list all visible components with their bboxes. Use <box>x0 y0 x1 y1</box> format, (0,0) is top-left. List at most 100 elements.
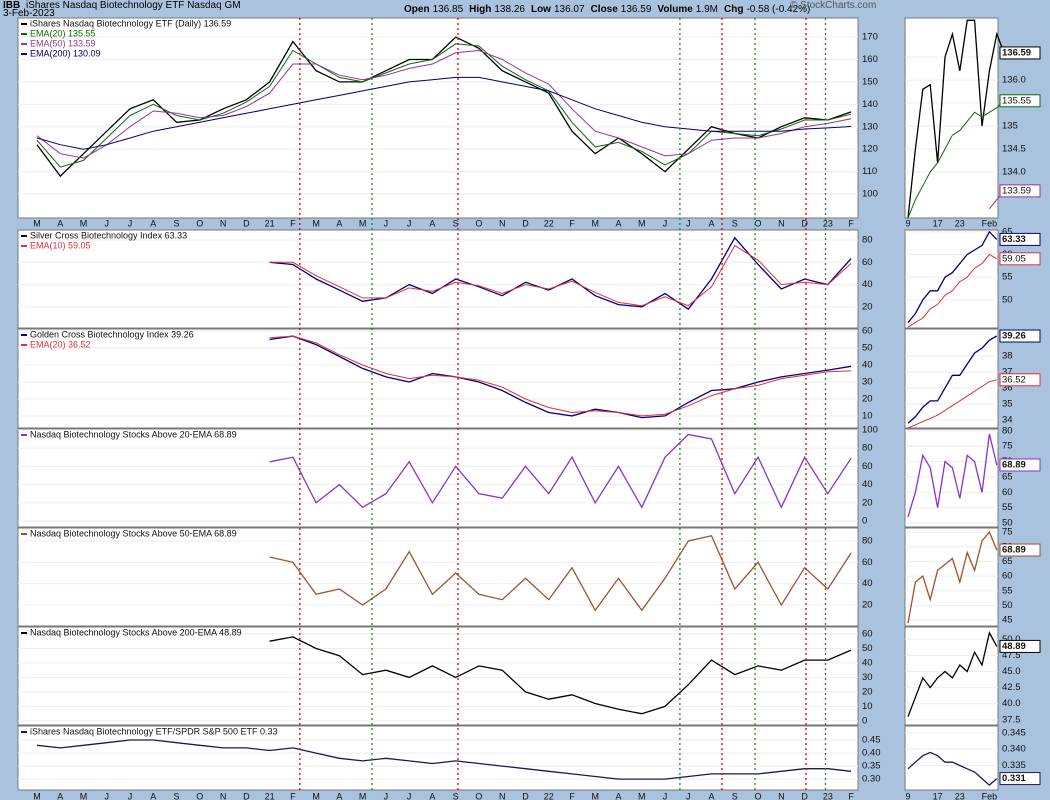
y-tick-label: 100 <box>862 189 878 200</box>
x-tick-label: N <box>220 791 227 800</box>
legend-label: EMA(200) 130.09 <box>30 48 101 58</box>
x-tick-label: N <box>499 791 506 800</box>
x-tick-label: M <box>312 791 320 800</box>
x-tick-label: S <box>732 218 738 228</box>
y-tick-label: 80 <box>862 536 873 547</box>
x-tick-label: A <box>57 218 63 228</box>
x-tick-label: F <box>848 791 854 800</box>
series-line <box>269 335 852 419</box>
y-tick-label: 0.40 <box>862 748 881 759</box>
last-value-label: 36.52 <box>1002 374 1026 385</box>
x-tick-label: A <box>615 218 621 228</box>
y-tick-label: 130 <box>862 121 878 132</box>
inset-panel <box>904 328 999 429</box>
last-value-label: 133.59 <box>1002 185 1031 196</box>
last-value-label: 39.26 <box>1002 331 1026 342</box>
x-tick-label: M <box>359 791 367 800</box>
y-tick-label: 40 <box>862 360 873 371</box>
x-tick-label: N <box>778 218 785 228</box>
inset-y-tick-label: 65 <box>1002 556 1013 567</box>
quote-label: Close <box>590 4 618 15</box>
series-line <box>36 739 852 780</box>
legend-label: Nasdaq Biotechnology Stocks Above 20-EMA… <box>30 429 237 439</box>
quote-label: Open <box>404 4 430 15</box>
series-line <box>269 534 852 612</box>
quote-label: Chg <box>724 4 744 15</box>
last-value-box <box>999 46 1041 60</box>
series-line <box>269 335 852 417</box>
panel <box>17 328 859 429</box>
y-tick-label: 10 <box>862 410 873 421</box>
x-tick-label: M <box>359 218 367 228</box>
last-value-box <box>999 543 1041 557</box>
inset-panel <box>904 229 999 329</box>
y-tick-label: 40 <box>862 578 873 589</box>
x-tick-label: J <box>384 791 389 800</box>
panel <box>17 527 859 627</box>
y-tick-label: 30 <box>862 672 873 683</box>
credit: © StockCharts.com <box>790 0 877 11</box>
inset-y-tick-label: 50.0 <box>1002 634 1021 645</box>
last-value-label: 135.55 <box>1002 95 1031 106</box>
x-tick-label: S <box>453 791 459 800</box>
x-tick-label: J <box>384 218 389 228</box>
x-tick-label: D <box>801 218 808 228</box>
y-tick-label: 50 <box>862 643 873 654</box>
legend-label: iShares Nasdaq Biotechnology ETF (Daily)… <box>30 18 231 28</box>
y-tick-label: 0.35 <box>862 761 881 772</box>
inset-y-tick-label: 45.0 <box>1002 666 1021 677</box>
series-line <box>36 76 852 150</box>
y-tick-label: 140 <box>862 99 878 110</box>
x-tick-label: J <box>407 791 412 800</box>
inset-line <box>907 335 998 424</box>
inset-y-tick-label: 135 <box>1002 121 1018 132</box>
y-tick-label: 0 <box>862 516 867 527</box>
legend-label: EMA(10) 59.05 <box>30 240 91 250</box>
x-tick-label: A <box>150 218 156 228</box>
y-tick-label: 160 <box>862 54 878 65</box>
y-tick-label: 0 <box>862 715 867 726</box>
header: IBB iShares Nasdaq Biotechnology ETF Nas… <box>0 0 1050 19</box>
legend-label: iShares Nasdaq Biotechnology ETF/SPDR S&… <box>30 726 277 736</box>
x-tick-label: O <box>196 791 203 800</box>
last-value-label: 59.05 <box>1002 253 1026 264</box>
y-tick-label: 0.30 <box>862 774 881 785</box>
y-tick-label: 20 <box>862 686 873 697</box>
y-tick-label: 120 <box>862 144 878 155</box>
x-tick-label: M <box>638 791 646 800</box>
x-tick-label: N <box>220 218 227 228</box>
quote-value: 136.59 <box>620 4 652 15</box>
x-tick-label: F <box>848 218 854 228</box>
quote: Open 136.85 High 138.26 Low 136.07 Close 136.59… <box>404 4 810 15</box>
x-tick-label: M <box>638 218 646 228</box>
legend-label: Nasdaq Biotechnology Stocks Above 50-EMA… <box>30 528 237 538</box>
x-tick-label: A <box>429 791 435 800</box>
y-tick-label: 80 <box>862 235 873 246</box>
x-tick-label: S <box>174 218 180 228</box>
inset-line <box>907 19 1005 219</box>
inset-y-tick-label: 50 <box>1002 518 1013 529</box>
x-tick-label: J <box>128 791 133 800</box>
x-tick-label: A <box>336 791 342 800</box>
x-tick-label: N <box>778 791 785 800</box>
y-tick-label: 20 <box>862 497 873 508</box>
inset-y-tick-label: 37 <box>1002 367 1013 378</box>
x-tick-label: O <box>475 218 482 228</box>
y-tick-label: 60 <box>862 257 873 268</box>
inset-y-tick-label: 55 <box>1002 272 1013 283</box>
x-tick-label: F <box>290 218 296 228</box>
x-tick-label: D <box>801 791 808 800</box>
last-value-box <box>999 94 1041 108</box>
y-tick-label: 60 <box>862 557 873 568</box>
x-tick-label: A <box>615 791 621 800</box>
inset-line <box>907 230 998 324</box>
quote-value: -0.58 (-0.42%) <box>746 4 811 15</box>
y-tick-label: 40 <box>862 279 873 290</box>
y-tick-label: 20 <box>862 301 873 312</box>
x-tick-label: M <box>591 218 599 228</box>
y-tick-label: 30 <box>862 376 873 387</box>
x-tick-label: J <box>686 218 691 228</box>
inset-panel <box>904 527 999 627</box>
inset-y-tick-label: 38 <box>1002 351 1013 362</box>
